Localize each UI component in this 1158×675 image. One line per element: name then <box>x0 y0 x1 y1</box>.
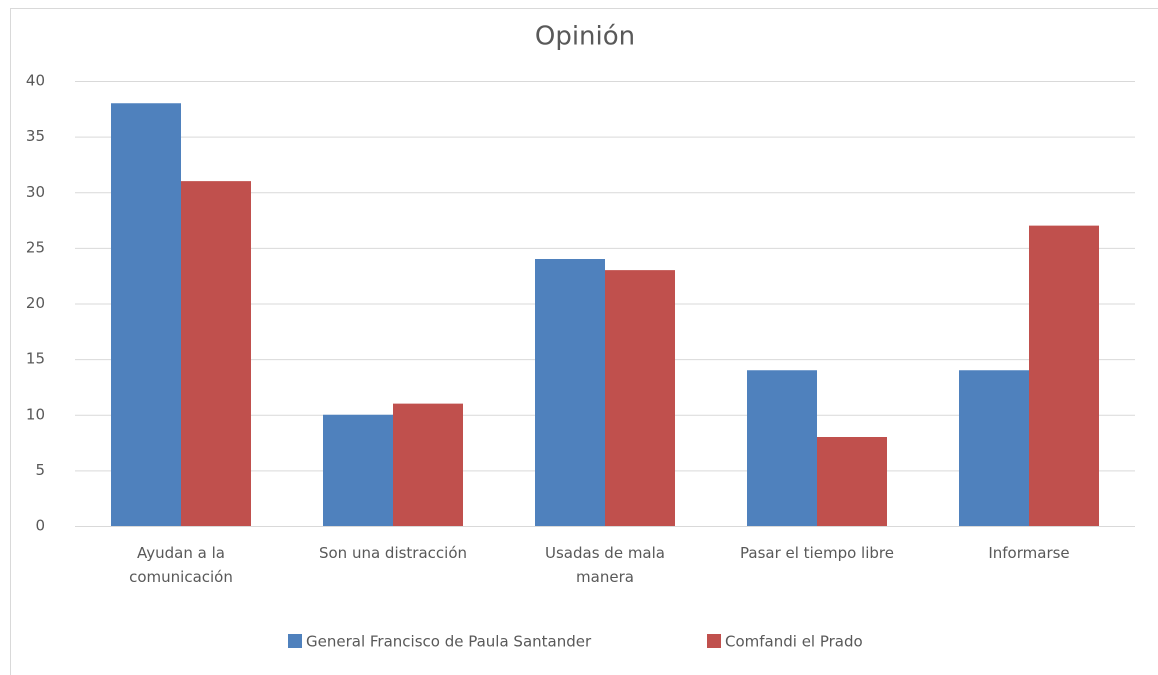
bar <box>605 270 675 526</box>
bar <box>393 403 463 526</box>
x-tick-label: Pasar el tiempo libre <box>740 544 894 562</box>
bar <box>111 103 181 526</box>
legend-label: Comfandi el Prado <box>725 633 863 651</box>
y-tick-label: 5 <box>35 461 45 479</box>
y-tick-label: 15 <box>26 350 45 368</box>
legend-swatch <box>707 634 721 648</box>
y-tick-label: 25 <box>26 238 45 256</box>
y-tick-label: 20 <box>26 294 45 312</box>
bar <box>747 370 817 526</box>
bar <box>1029 225 1099 526</box>
y-tick-label: 30 <box>26 183 45 201</box>
bar <box>323 414 393 526</box>
y-tick-label: 10 <box>26 405 45 423</box>
bar <box>535 259 605 526</box>
chart-border <box>10 8 1158 675</box>
bar <box>181 181 251 526</box>
chart-title: Opinión <box>535 22 635 52</box>
x-tick-label: Son una distracción <box>318 544 468 562</box>
y-tick-label: 0 <box>35 517 45 535</box>
legend-swatch <box>288 634 302 648</box>
bar <box>817 437 887 526</box>
x-tick-label: Usadas de mala manera <box>545 544 665 586</box>
legend-label: General Francisco de Paula Santander <box>306 633 592 651</box>
bar <box>959 370 1029 526</box>
x-tick-label: Informarse <box>988 544 1070 562</box>
y-tick-label: 40 <box>26 72 45 90</box>
x-tick-label: Ayudan a la comunicación <box>129 544 233 586</box>
y-tick-label: 35 <box>26 127 45 145</box>
